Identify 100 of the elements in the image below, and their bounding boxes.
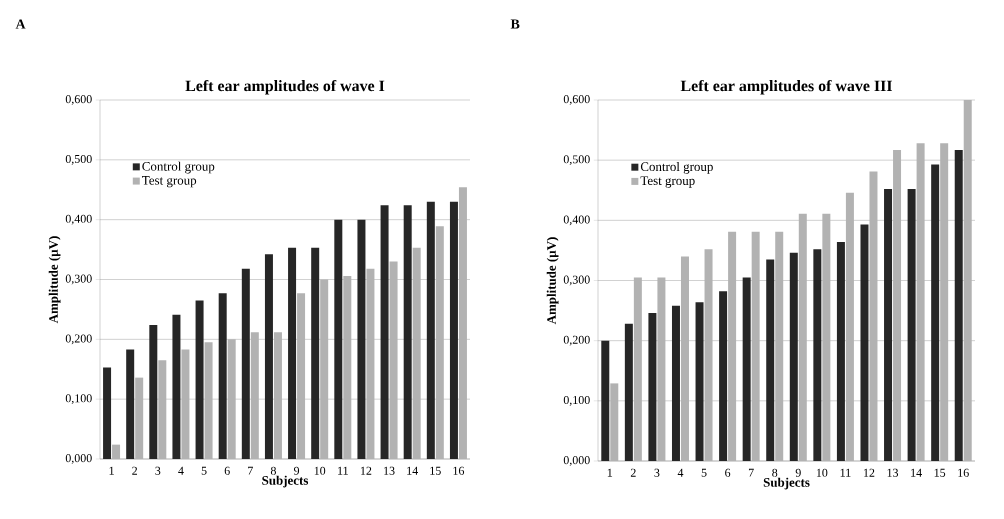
bar [766,259,775,461]
text: B [510,19,520,29]
x-tick-label: 5 [701,468,707,477]
x-tick-label: 8 [772,468,778,477]
bar [907,189,916,461]
x-tick-label: 11 [840,468,851,477]
bar [288,247,297,459]
text: A [15,19,26,29]
bar [657,277,666,461]
x-tick-label: 4 [677,468,684,477]
y-tick-label: 0,400 [563,215,590,226]
bar [695,302,704,461]
x-tick-label: 16 [453,466,465,475]
bar [789,252,798,461]
x-tick-label: 6 [224,466,230,475]
bar [273,332,282,459]
bar [884,189,893,461]
legend-label: Control group [640,161,713,174]
bar [869,171,878,461]
bar [380,205,389,459]
x-tick-label: 9 [293,466,300,475]
bar [158,360,167,459]
y-tick-label: 0,300 [563,275,590,286]
x-tick-label: 13 [384,466,395,475]
bar [149,324,158,459]
y-tick-label: 0,600 [563,95,590,105]
x-tick-label: 11 [338,466,348,475]
bar [751,231,760,461]
chart-title: Left ear amplitudes of wave III [680,79,893,95]
x-tick-label: 15 [934,468,946,477]
bar [112,444,121,459]
bar [320,279,329,459]
bar [264,254,273,459]
bar [798,213,807,461]
x-tick-label: 3 [654,468,660,477]
x-tick-label: 14 [911,468,922,477]
bar [227,339,236,459]
bar [916,143,925,461]
y-tick-label: 0,000 [65,454,92,464]
legend-label: Test group [640,176,695,188]
bar [680,256,689,461]
x-tick-label: 1 [109,466,114,475]
x-tick-label: 3 [155,466,161,475]
y-tick-label: 0,100 [65,394,92,405]
bar [624,323,633,461]
bar [860,224,869,461]
x-tick-label: 4 [178,466,184,475]
bar [931,164,940,461]
chart-title: Left ear amplitudes of wave I [185,79,385,95]
x-tick-label: 10 [314,466,326,475]
bar [836,242,845,461]
y-axis-title: Amplitude (µV) [546,237,559,325]
bar [648,312,657,461]
x-tick-label: 9 [795,468,801,477]
bar [126,349,135,459]
bar [195,300,204,459]
x-axis-title: Subjects [763,477,810,490]
bar [218,293,227,459]
x-tick-label: 12 [361,466,372,475]
bar [181,349,190,459]
bar [704,249,713,461]
bar [103,367,112,459]
x-tick-label: 13 [887,468,899,477]
legend-label: Test group [142,176,197,188]
bar [135,377,144,459]
bar [893,149,902,461]
y-tick-label: 0,200 [65,334,92,345]
bar [940,143,949,461]
bar [172,314,181,459]
x-tick-label: 7 [248,466,253,475]
bar [728,231,737,461]
x-tick-label: 7 [748,468,754,477]
y-tick-label: 0,000 [563,456,590,466]
bar [412,247,421,459]
y-tick-label: 0,400 [65,214,92,225]
bar [954,149,963,461]
bar [311,247,320,459]
y-tick-label: 0,500 [563,155,590,166]
bar [822,213,831,461]
bar [845,192,854,461]
bar [458,187,467,459]
bar [610,383,619,461]
bar [297,293,306,459]
x-tick-label: 2 [132,466,138,475]
x-tick-label: 12 [864,468,875,477]
bar [775,231,784,461]
bar [241,268,250,459]
bar [742,277,751,461]
bar [435,226,444,459]
bar [671,305,680,461]
x-tick-label: 6 [725,468,731,477]
y-tick-label: 0,600 [65,95,92,105]
bar [813,249,822,461]
bar [357,219,366,459]
x-tick-label: 10 [816,468,828,477]
bar [963,100,972,461]
x-tick-label: 5 [201,466,207,475]
bar [426,201,435,459]
bar [366,268,375,459]
bar [204,342,213,459]
